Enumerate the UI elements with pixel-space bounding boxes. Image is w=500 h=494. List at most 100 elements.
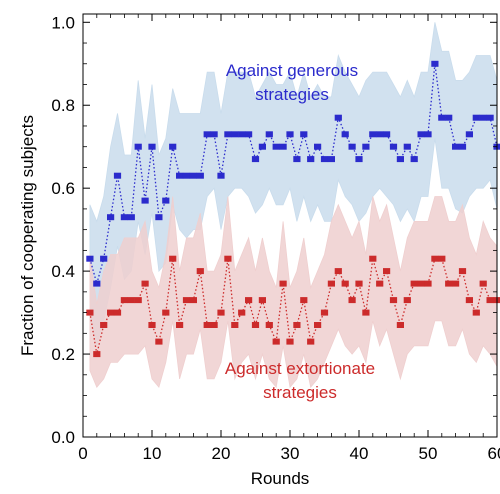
marker-series-1-round-40 [355,156,363,163]
x-axis-title: Rounds [251,469,310,488]
marker-series-2-round-19 [210,322,218,328]
marker-series-1-round-25 [251,156,260,163]
series-annotations: Against generous strategies Against extort… [225,61,375,402]
marker-series-2-round-27 [265,322,273,328]
marker-series-2-round-32 [300,297,308,304]
marker-series-2-round-14 [176,322,184,328]
annotation-1-line-1: Against generous [226,61,358,80]
marker-series-2-round-5 [113,309,122,316]
marker-series-1-round-30 [286,131,294,138]
marker-series-1-round-15 [182,172,191,179]
annotation-1-line-2: strategies [255,85,329,104]
series-lines [89,63,498,355]
marker-series-1-round-12 [162,197,170,204]
marker-series-1-round-48 [410,156,418,163]
marker-series-2-round-39 [348,297,356,304]
marker-series-2-round-50 [424,280,432,287]
marker-series-2-round-11 [155,338,163,345]
marker-series-2-round-47 [403,297,411,304]
marker-series-2-round-10 [148,322,156,328]
marker-series-1-round-56 [465,131,473,138]
y-tick-label-0.0: 0.0 [51,428,75,447]
marker-series-2-round-48 [410,280,418,287]
marker-series-1-round-5 [113,172,122,179]
marker-series-1-round-29 [279,143,287,150]
marker-series-1-round-10 [148,143,156,150]
marker-series-2-round-1 [86,309,94,316]
marker-series-1-round-23 [238,131,246,138]
marker-series-1-round-19 [210,131,218,138]
marker-series-1-round-41 [362,143,370,150]
marker-series-1-round-51 [431,60,439,67]
marker-series-1-round-33 [307,156,315,163]
marker-series-2-round-45 [389,297,398,304]
marker-series-2-round-8 [134,297,142,304]
marker-series-1-round-18 [203,131,211,138]
marker-series-2-round-2 [93,351,101,358]
marker-series-1-round-2 [93,280,101,287]
marker-series-1-round-6 [120,214,128,221]
marker-series-2-round-7 [127,297,135,304]
marker-series-1-round-54 [452,143,460,150]
marker-series-1-round-22 [231,131,239,138]
marker-series-1-round-4 [107,214,115,221]
marker-series-1-round-3 [100,255,108,262]
marker-series-1-round-28 [272,143,280,150]
marker-series-2-round-37 [334,268,342,275]
marker-series-2-round-33 [307,338,315,345]
marker-series-1-round-46 [396,156,404,163]
marker-series-2-round-34 [314,322,322,328]
marker-series-1-round-21 [224,131,232,138]
x-tick-label-50: 50 [419,444,438,463]
marker-series-2-round-40 [355,280,363,287]
marker-series-2-round-13 [169,255,177,262]
marker-series-2-round-16 [189,297,197,304]
marker-series-2-round-29 [279,280,287,287]
marker-series-1-round-36 [327,156,335,163]
marker-series-2-round-44 [383,268,391,275]
marker-series-2-round-26 [258,297,266,304]
x-tick-label-40: 40 [350,444,369,463]
marker-series-2-round-3 [100,322,108,328]
marker-series-2-round-15 [182,297,191,304]
y-tick-label-0.6: 0.6 [51,179,75,198]
marker-series-1-round-1 [86,255,94,262]
marker-series-2-round-55 [458,268,467,275]
y-tick-labels: 0.0 0.2 0.4 0.6 0.8 1.0 [51,13,75,447]
y-tick-label-0.8: 0.8 [51,96,75,115]
marker-series-2-round-53 [445,280,453,287]
x-tick-label-30: 30 [281,444,300,463]
marker-series-1-round-57 [472,114,480,121]
x-tick-label-0: 0 [78,444,87,463]
x-tick-label-10: 10 [143,444,162,463]
marker-series-1-round-59 [486,114,494,121]
marker-series-1-round-11 [155,214,163,221]
y-tick-label-0.2: 0.2 [51,345,75,364]
marker-series-2-round-18 [203,322,211,328]
marker-series-2-round-28 [272,338,280,345]
marker-series-2-round-9 [141,280,149,287]
marker-series-2-round-57 [472,309,480,316]
marker-series-1-round-20 [217,172,225,179]
marker-series-2-round-46 [396,322,404,328]
marker-series-1-round-16 [189,172,197,179]
marker-series-2-round-25 [251,322,260,328]
marker-series-1-round-58 [479,114,487,121]
marker-series-1-round-44 [383,131,391,138]
marker-series-2-round-43 [376,280,384,287]
marker-series-2-round-22 [231,322,239,328]
y-tick-label-0.4: 0.4 [51,262,75,281]
marker-series-2-round-38 [341,280,349,287]
marker-series-1-round-24 [245,131,253,138]
marker-series-1-round-39 [348,143,356,150]
marker-series-1-round-32 [300,131,308,138]
y-tick-label-1.0: 1.0 [51,13,75,32]
marker-series-1-round-47 [403,143,411,150]
marker-series-2-round-41 [362,309,370,316]
axis-ticks [82,14,498,438]
marker-series-1-round-38 [341,131,349,138]
marker-series-2-round-23 [238,309,246,316]
marker-series-2-round-24 [245,297,253,304]
marker-series-2-round-35 [320,309,329,316]
